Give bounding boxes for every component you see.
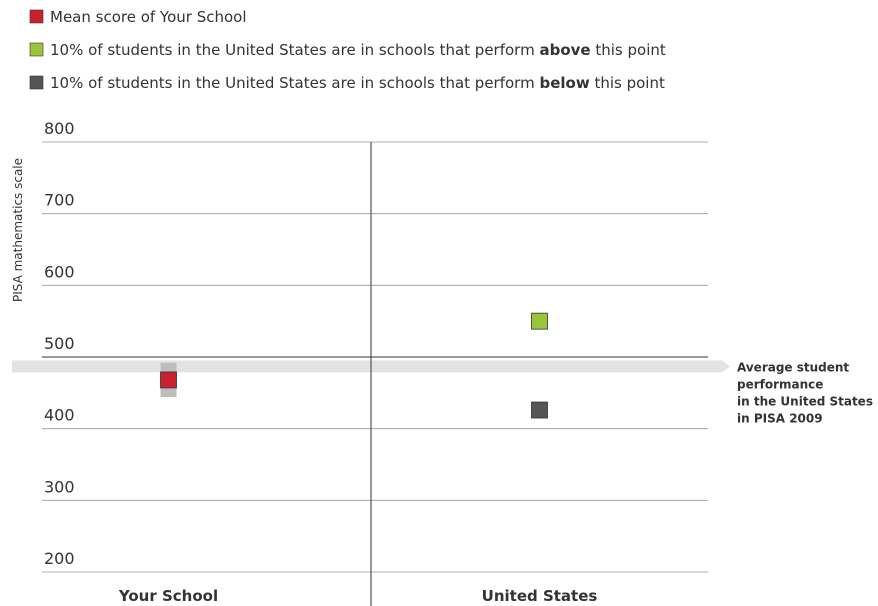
legend-swatch <box>29 42 44 57</box>
y-tick-label: 800 <box>44 119 75 138</box>
legend-text-part: above <box>539 41 590 59</box>
reference-label: in the United States <box>737 394 873 408</box>
y-tick-label: 300 <box>44 477 75 496</box>
marker <box>531 401 548 419</box>
legend-text-part: 10% of students in the United States are… <box>50 41 539 59</box>
legend-text-part: this point <box>590 74 665 92</box>
reference-label: Average student <box>737 360 849 374</box>
x-tick-label: United States <box>482 587 598 605</box>
reference-label: in PISA 2009 <box>737 411 823 425</box>
legend-swatch <box>29 9 44 24</box>
y-tick-label: 200 <box>44 549 75 568</box>
reference-label: performance <box>737 377 823 391</box>
y-tick-label: 400 <box>44 406 75 425</box>
y-axis-label: PISA mathematics scale <box>11 158 25 302</box>
legend-label: 10% of students in the United States are… <box>50 74 665 92</box>
legend-text-part: this point <box>591 41 666 59</box>
y-tick-label: 700 <box>44 191 75 210</box>
marker <box>531 312 548 330</box>
x-tick-label: Your School <box>118 587 218 605</box>
y-tick-label: 600 <box>44 262 75 281</box>
y-tick-label: 500 <box>44 334 75 353</box>
legend-text-part: 10% of students in the United States are… <box>50 74 539 92</box>
legend-swatch <box>29 75 44 90</box>
marker <box>160 371 177 389</box>
legend-text-part: Mean score of Your School <box>50 8 247 26</box>
legend-text-part: below <box>539 74 589 92</box>
legend-label: Mean score of Your School <box>50 8 247 26</box>
legend-label: 10% of students in the United States are… <box>50 41 666 59</box>
